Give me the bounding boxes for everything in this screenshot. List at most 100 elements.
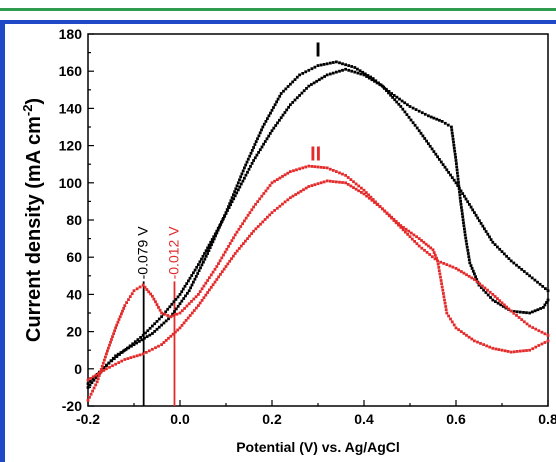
data-point xyxy=(378,205,382,209)
data-point xyxy=(211,270,215,274)
data-point xyxy=(107,361,111,365)
data-point xyxy=(302,188,305,192)
data-point xyxy=(108,343,111,347)
data-point xyxy=(392,94,396,97)
data-point xyxy=(200,257,203,261)
data-point xyxy=(140,338,144,342)
blue-border-top xyxy=(0,20,556,24)
data-point xyxy=(315,79,319,83)
data-point xyxy=(452,323,456,327)
y-tick-label: 20 xyxy=(66,324,82,340)
data-point xyxy=(250,208,254,212)
x-tick-label: -0.2 xyxy=(76,411,100,427)
data-point xyxy=(110,359,114,363)
data-point xyxy=(213,280,217,284)
data-point xyxy=(493,295,497,298)
data-point xyxy=(155,327,159,331)
data-point xyxy=(454,159,458,162)
data-point xyxy=(254,202,257,206)
data-point xyxy=(194,275,198,278)
data-point xyxy=(310,83,313,86)
data-point xyxy=(496,301,500,305)
data-point xyxy=(196,272,200,275)
data-point xyxy=(454,156,457,159)
data-point xyxy=(132,289,136,293)
data-point xyxy=(302,89,306,93)
data-point xyxy=(157,344,160,348)
data-point xyxy=(273,209,276,212)
data-point xyxy=(238,178,241,182)
data-point xyxy=(305,87,308,90)
data-point xyxy=(147,349,151,353)
data-point xyxy=(347,68,351,72)
data-point xyxy=(420,111,424,115)
data-point xyxy=(467,255,471,258)
data-point xyxy=(105,363,108,367)
data-point xyxy=(258,148,262,152)
data-point xyxy=(94,383,98,387)
data-point xyxy=(164,319,168,323)
data-point xyxy=(158,308,162,312)
data-point xyxy=(501,305,505,308)
data-point xyxy=(139,336,142,339)
data-point xyxy=(128,295,132,298)
data-point xyxy=(470,337,474,341)
data-point xyxy=(466,249,470,252)
data-point xyxy=(457,181,460,184)
data-point xyxy=(299,189,303,193)
data-point xyxy=(494,347,498,351)
data-point xyxy=(356,67,359,71)
data-point xyxy=(407,115,411,119)
data-point xyxy=(244,239,247,243)
data-point xyxy=(328,167,332,171)
data-point xyxy=(300,91,304,95)
data-point xyxy=(212,235,216,239)
data-point xyxy=(444,305,448,308)
data-point xyxy=(228,242,232,245)
data-point xyxy=(284,87,288,91)
data-point xyxy=(461,218,465,222)
data-point xyxy=(210,243,213,247)
data-point xyxy=(260,194,264,198)
data-point xyxy=(465,273,468,277)
data-point xyxy=(260,128,263,132)
data-point xyxy=(256,225,260,228)
data-point xyxy=(268,132,272,135)
data-point xyxy=(239,182,243,186)
data-point xyxy=(537,329,541,333)
data-point xyxy=(270,211,274,214)
data-point xyxy=(403,101,407,105)
data-point xyxy=(479,222,483,225)
data-point xyxy=(245,160,249,164)
data-point xyxy=(325,62,329,66)
data-point xyxy=(397,223,400,227)
data-point xyxy=(362,188,366,192)
data-point xyxy=(432,116,436,120)
data-point xyxy=(498,247,502,251)
data-point xyxy=(313,183,317,187)
data-point xyxy=(224,265,228,268)
data-point xyxy=(144,331,147,335)
data-point xyxy=(141,283,145,287)
data-point xyxy=(255,153,259,157)
data-point xyxy=(310,184,314,187)
data-point xyxy=(338,171,341,175)
data-point xyxy=(200,299,204,302)
data-point xyxy=(520,318,524,321)
data-point xyxy=(246,170,249,174)
data-point xyxy=(455,162,458,165)
data-point xyxy=(172,300,176,304)
curve-label: II xyxy=(310,143,321,165)
data-point xyxy=(173,310,176,313)
data-point xyxy=(114,326,117,330)
data-point xyxy=(202,296,206,300)
data-point xyxy=(267,134,271,138)
data-point xyxy=(86,382,90,386)
data-point xyxy=(250,162,254,165)
data-point xyxy=(213,232,217,236)
data-point xyxy=(88,383,92,387)
data-point xyxy=(538,282,542,286)
y-tick-label: 140 xyxy=(59,100,83,116)
series-i xyxy=(86,60,550,389)
